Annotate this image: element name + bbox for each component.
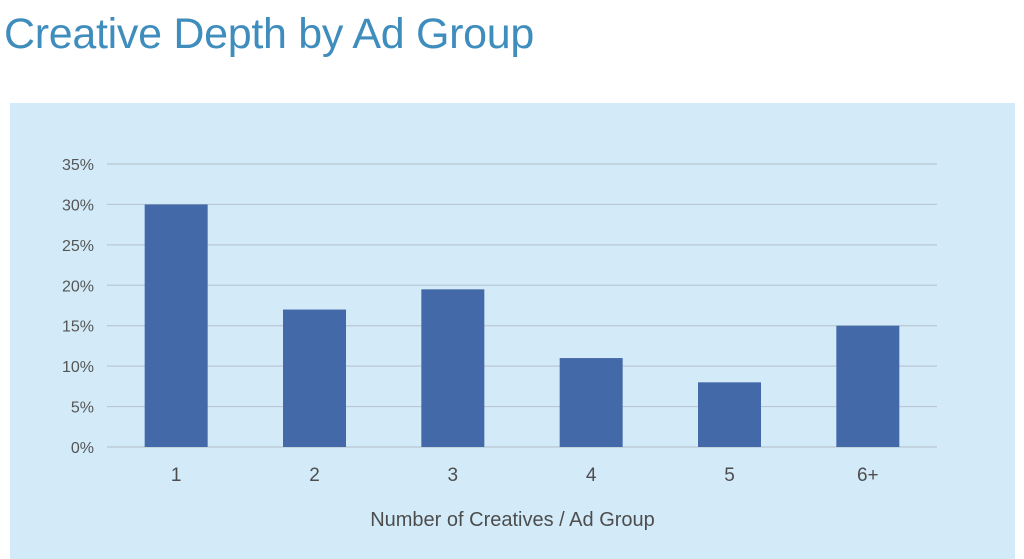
y-tick-label: 30% bbox=[62, 197, 94, 214]
x-tick-label: 2 bbox=[309, 465, 320, 486]
x-tick-label: 6+ bbox=[857, 465, 879, 486]
bar-3 bbox=[421, 289, 485, 447]
bar-chart: 0% 5% 10% 15% 20% 25% 30% 35% 1 2 3 4 5 6+ bbox=[62, 157, 937, 486]
y-tick-label: 5% bbox=[71, 400, 94, 417]
bar-4 bbox=[559, 358, 623, 447]
bar-6+ bbox=[836, 325, 900, 447]
bar-5 bbox=[698, 382, 761, 447]
bar-2 bbox=[283, 309, 346, 447]
y-tick-label: 15% bbox=[62, 319, 94, 336]
y-tick-label: 10% bbox=[62, 359, 94, 376]
x-tick-label: 4 bbox=[586, 465, 597, 486]
bar-1 bbox=[144, 204, 208, 447]
y-tick-label: 25% bbox=[62, 238, 94, 255]
x-tick-label: 3 bbox=[448, 465, 459, 486]
x-tick-label: 1 bbox=[171, 465, 182, 486]
y-tick-label: 20% bbox=[62, 278, 94, 295]
y-tick-label: 35% bbox=[62, 157, 94, 174]
chart-title: Creative Depth by Ad Group bbox=[4, 10, 534, 58]
x-tick-label: 5 bbox=[724, 465, 735, 486]
x-axis-label: Number of Creatives / Ad Group bbox=[370, 509, 655, 531]
chart-panel: 0% 5% 10% 15% 20% 25% 30% 35% 1 2 3 4 5 6+ Number of … bbox=[10, 103, 1015, 559]
y-tick-label: 0% bbox=[71, 440, 94, 457]
